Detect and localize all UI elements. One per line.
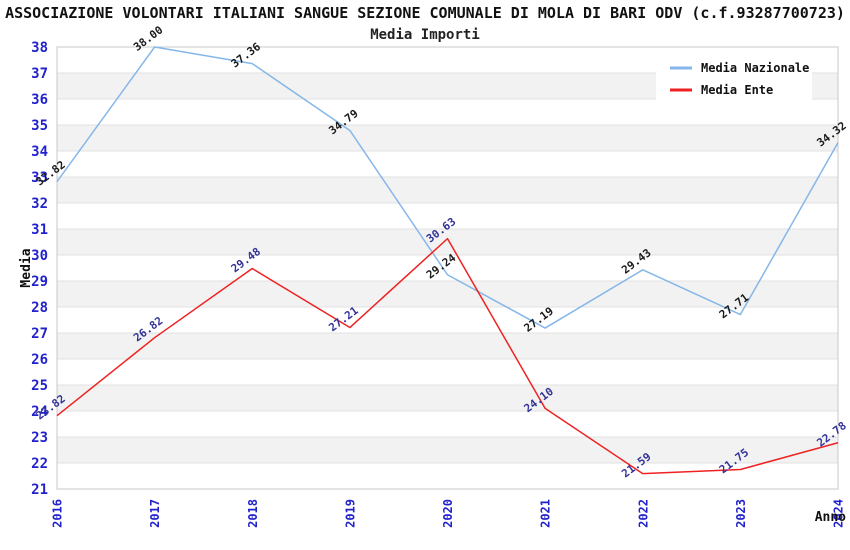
x-tick-label: 2020 bbox=[441, 499, 455, 528]
x-tick-label: 2019 bbox=[343, 499, 357, 528]
y-axis: 21 22 23 24 25 26 27 28 29 30 31 32 33 34 35 36 37 38 bbox=[31, 40, 48, 498]
y-tick-label: 23 bbox=[31, 430, 48, 446]
plot-band bbox=[57, 125, 838, 151]
x-tick-label: 2023 bbox=[734, 499, 748, 528]
legend-label: Media Nazionale bbox=[701, 61, 809, 75]
y-tick-label: 25 bbox=[31, 378, 48, 394]
legend-item-media-ente: Media Ente bbox=[670, 83, 773, 97]
y-tick-label: 21 bbox=[31, 482, 48, 498]
data-label: 38.00 bbox=[131, 23, 165, 53]
series-line-media-ente bbox=[56, 237, 839, 475]
plot-band bbox=[57, 333, 838, 359]
plot-bands bbox=[57, 73, 838, 463]
y-tick-label: 22 bbox=[31, 456, 48, 472]
series-line-media-nazionale bbox=[56, 46, 839, 329]
y-tick-label: 30 bbox=[31, 248, 48, 264]
y-tick-label: 32 bbox=[31, 196, 48, 212]
y-tick-label: 24 bbox=[31, 404, 48, 420]
plot-band bbox=[57, 385, 838, 411]
legend: Media Nazionale Media Ente bbox=[656, 53, 812, 101]
x-tick-label: 2017 bbox=[148, 499, 162, 528]
x-tick-label: 2018 bbox=[246, 499, 260, 528]
plot-band bbox=[57, 437, 838, 463]
y-tick-label: 35 bbox=[31, 118, 48, 134]
plot-band bbox=[57, 177, 838, 203]
plot-band bbox=[57, 229, 838, 255]
x-axis: 2016 2017 2018 2019 2020 2021 2022 2023 2024 bbox=[51, 499, 846, 528]
data-label: 27.19 bbox=[522, 305, 556, 335]
data-label: 27.21 bbox=[326, 304, 361, 335]
data-label: 37.36 bbox=[229, 40, 264, 71]
chart-subtitle: Media Importi bbox=[370, 27, 480, 43]
y-tick-label: 28 bbox=[31, 300, 48, 316]
plot-border bbox=[56, 46, 839, 490]
legend-box bbox=[656, 53, 812, 101]
gridlines bbox=[57, 72, 838, 464]
plot-band bbox=[57, 281, 838, 307]
x-tick-label: 2021 bbox=[539, 499, 553, 528]
x-tick-label: 2016 bbox=[51, 499, 65, 528]
y-tick-label: 38 bbox=[31, 40, 48, 56]
y-tick-label: 27 bbox=[31, 326, 48, 342]
y-tick-label: 37 bbox=[31, 66, 48, 82]
y-tick-label: 36 bbox=[31, 92, 48, 108]
y-tick-label: 31 bbox=[31, 222, 48, 238]
y-axis-title: Media bbox=[19, 248, 34, 287]
y-tick-label: 26 bbox=[31, 352, 48, 368]
x-axis-title: Anno bbox=[815, 510, 846, 525]
x-tick-label: 2022 bbox=[636, 499, 650, 528]
x-tick-label: 2024 bbox=[832, 499, 846, 528]
y-tick-label: 34 bbox=[31, 144, 48, 160]
legend-label: Media Ente bbox=[701, 83, 773, 97]
chart-title: ASSOCIAZIONE VOLONTARI ITALIANI SANGUE S… bbox=[5, 4, 845, 22]
y-tick-label: 33 bbox=[31, 170, 48, 186]
y-tick-label: 29 bbox=[31, 274, 48, 290]
legend-item-media-nazionale: Media Nazionale bbox=[670, 61, 809, 75]
